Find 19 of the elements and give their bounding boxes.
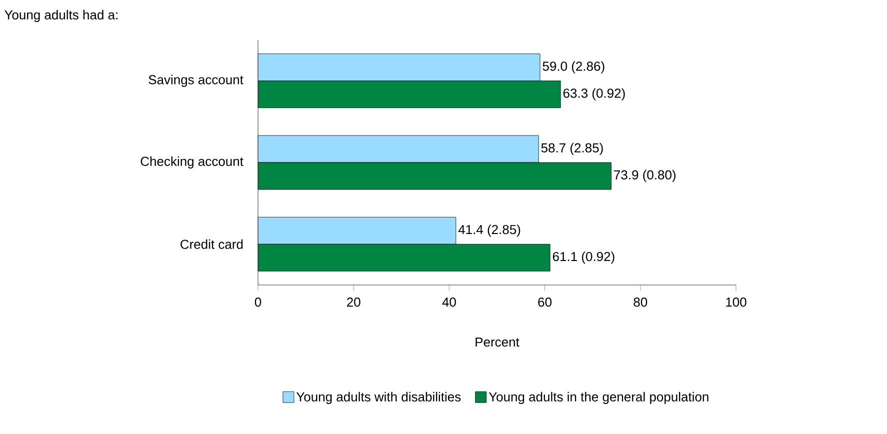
x-tick-label: 80 <box>634 298 648 307</box>
x-tick-label: 40 <box>442 298 456 307</box>
x-tick-label: 0 <box>254 298 262 307</box>
data-label: 61.1 (0.92) <box>552 252 614 264</box>
x-axis-title: Percent <box>476 338 520 347</box>
x-tick-label: 100 <box>726 298 746 307</box>
data-label: 58.7 (2.85) <box>541 142 603 156</box>
data-label: 63.3 (0.92) <box>563 88 625 100</box>
x-tick-label: 60 <box>538 298 552 307</box>
y-tick-label: Checking account <box>140 156 244 169</box>
legend-label: Young adults in the general population <box>488 392 708 404</box>
y-tick-label: Savings account <box>148 74 244 87</box>
data-label: 41.4 (2.85) <box>458 224 520 237</box>
data-label: 73.9 (0.80) <box>614 170 676 182</box>
x-tick-label: 20 <box>347 298 360 307</box>
legend-label: Young adults with disabilities <box>296 392 461 404</box>
text: Young adults had a: <box>4 10 118 22</box>
data-label: 59.0 (2.86) <box>542 61 604 74</box>
y-tick-label: Credit card <box>180 239 243 249</box>
